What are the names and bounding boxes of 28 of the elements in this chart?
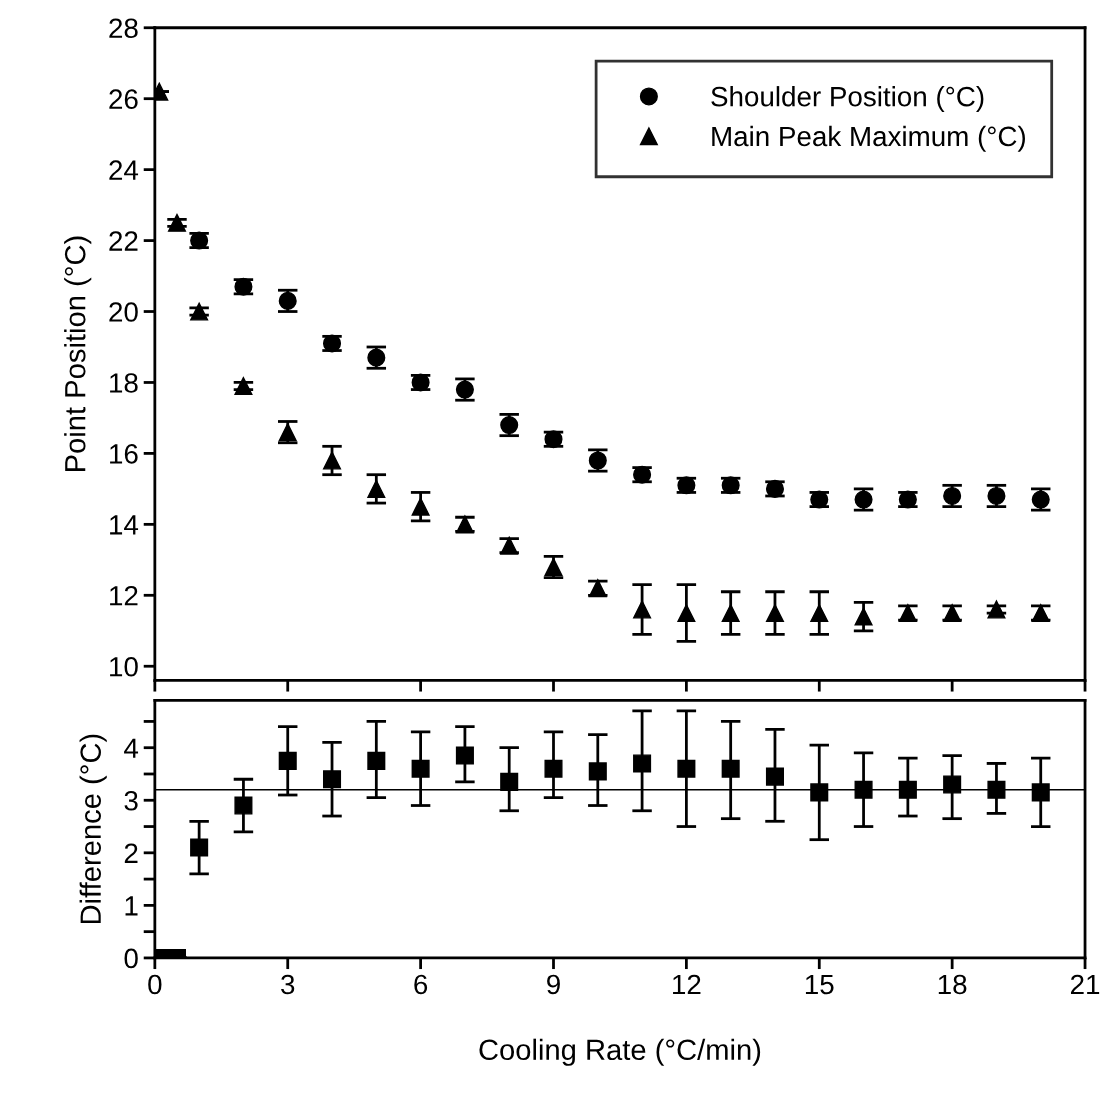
legend-label: Main Peak Maximum (°C)	[712, 125, 1025, 152]
y-tick-label: 0	[124, 948, 138, 969]
y-tick-label: 24	[109, 160, 139, 180]
y-tick-label: 10	[110, 656, 138, 677]
x-axis-title: Cooling Rate (°C/min)	[479, 1038, 761, 1066]
x-tick-label: 3	[281, 974, 295, 995]
x-tick-label: 9	[547, 974, 560, 995]
y-tick-label: 2	[124, 843, 138, 863]
y-tick-label: 22	[109, 231, 138, 251]
x-tick-label: 0	[148, 974, 162, 995]
y-tick-label: 20	[109, 302, 138, 322]
y-tick-label: 16	[110, 444, 138, 464]
x-tick-label: 18	[938, 974, 967, 995]
y-tick-label: 18	[110, 373, 138, 393]
y-axis-title: Point Position (°C)	[64, 236, 92, 471]
y-tick-label: 26	[109, 89, 138, 110]
y-tick-label: 28	[109, 18, 138, 39]
x-tick-label: 12	[673, 974, 701, 995]
y-axis-title: Difference (°C)	[79, 734, 107, 924]
legend-label: Shoulder Position (°C)	[711, 86, 984, 112]
x-tick-label: 15	[805, 974, 834, 995]
y-tick-label: 4	[124, 738, 139, 758]
x-tick-label: 6	[414, 974, 428, 995]
y-tick-label: 14	[110, 515, 139, 535]
x-tick-label: 21	[1070, 974, 1100, 995]
y-tick-label: 12	[110, 585, 138, 606]
y-tick-label: 1	[125, 896, 138, 916]
y-tick-label: 3	[124, 790, 138, 811]
